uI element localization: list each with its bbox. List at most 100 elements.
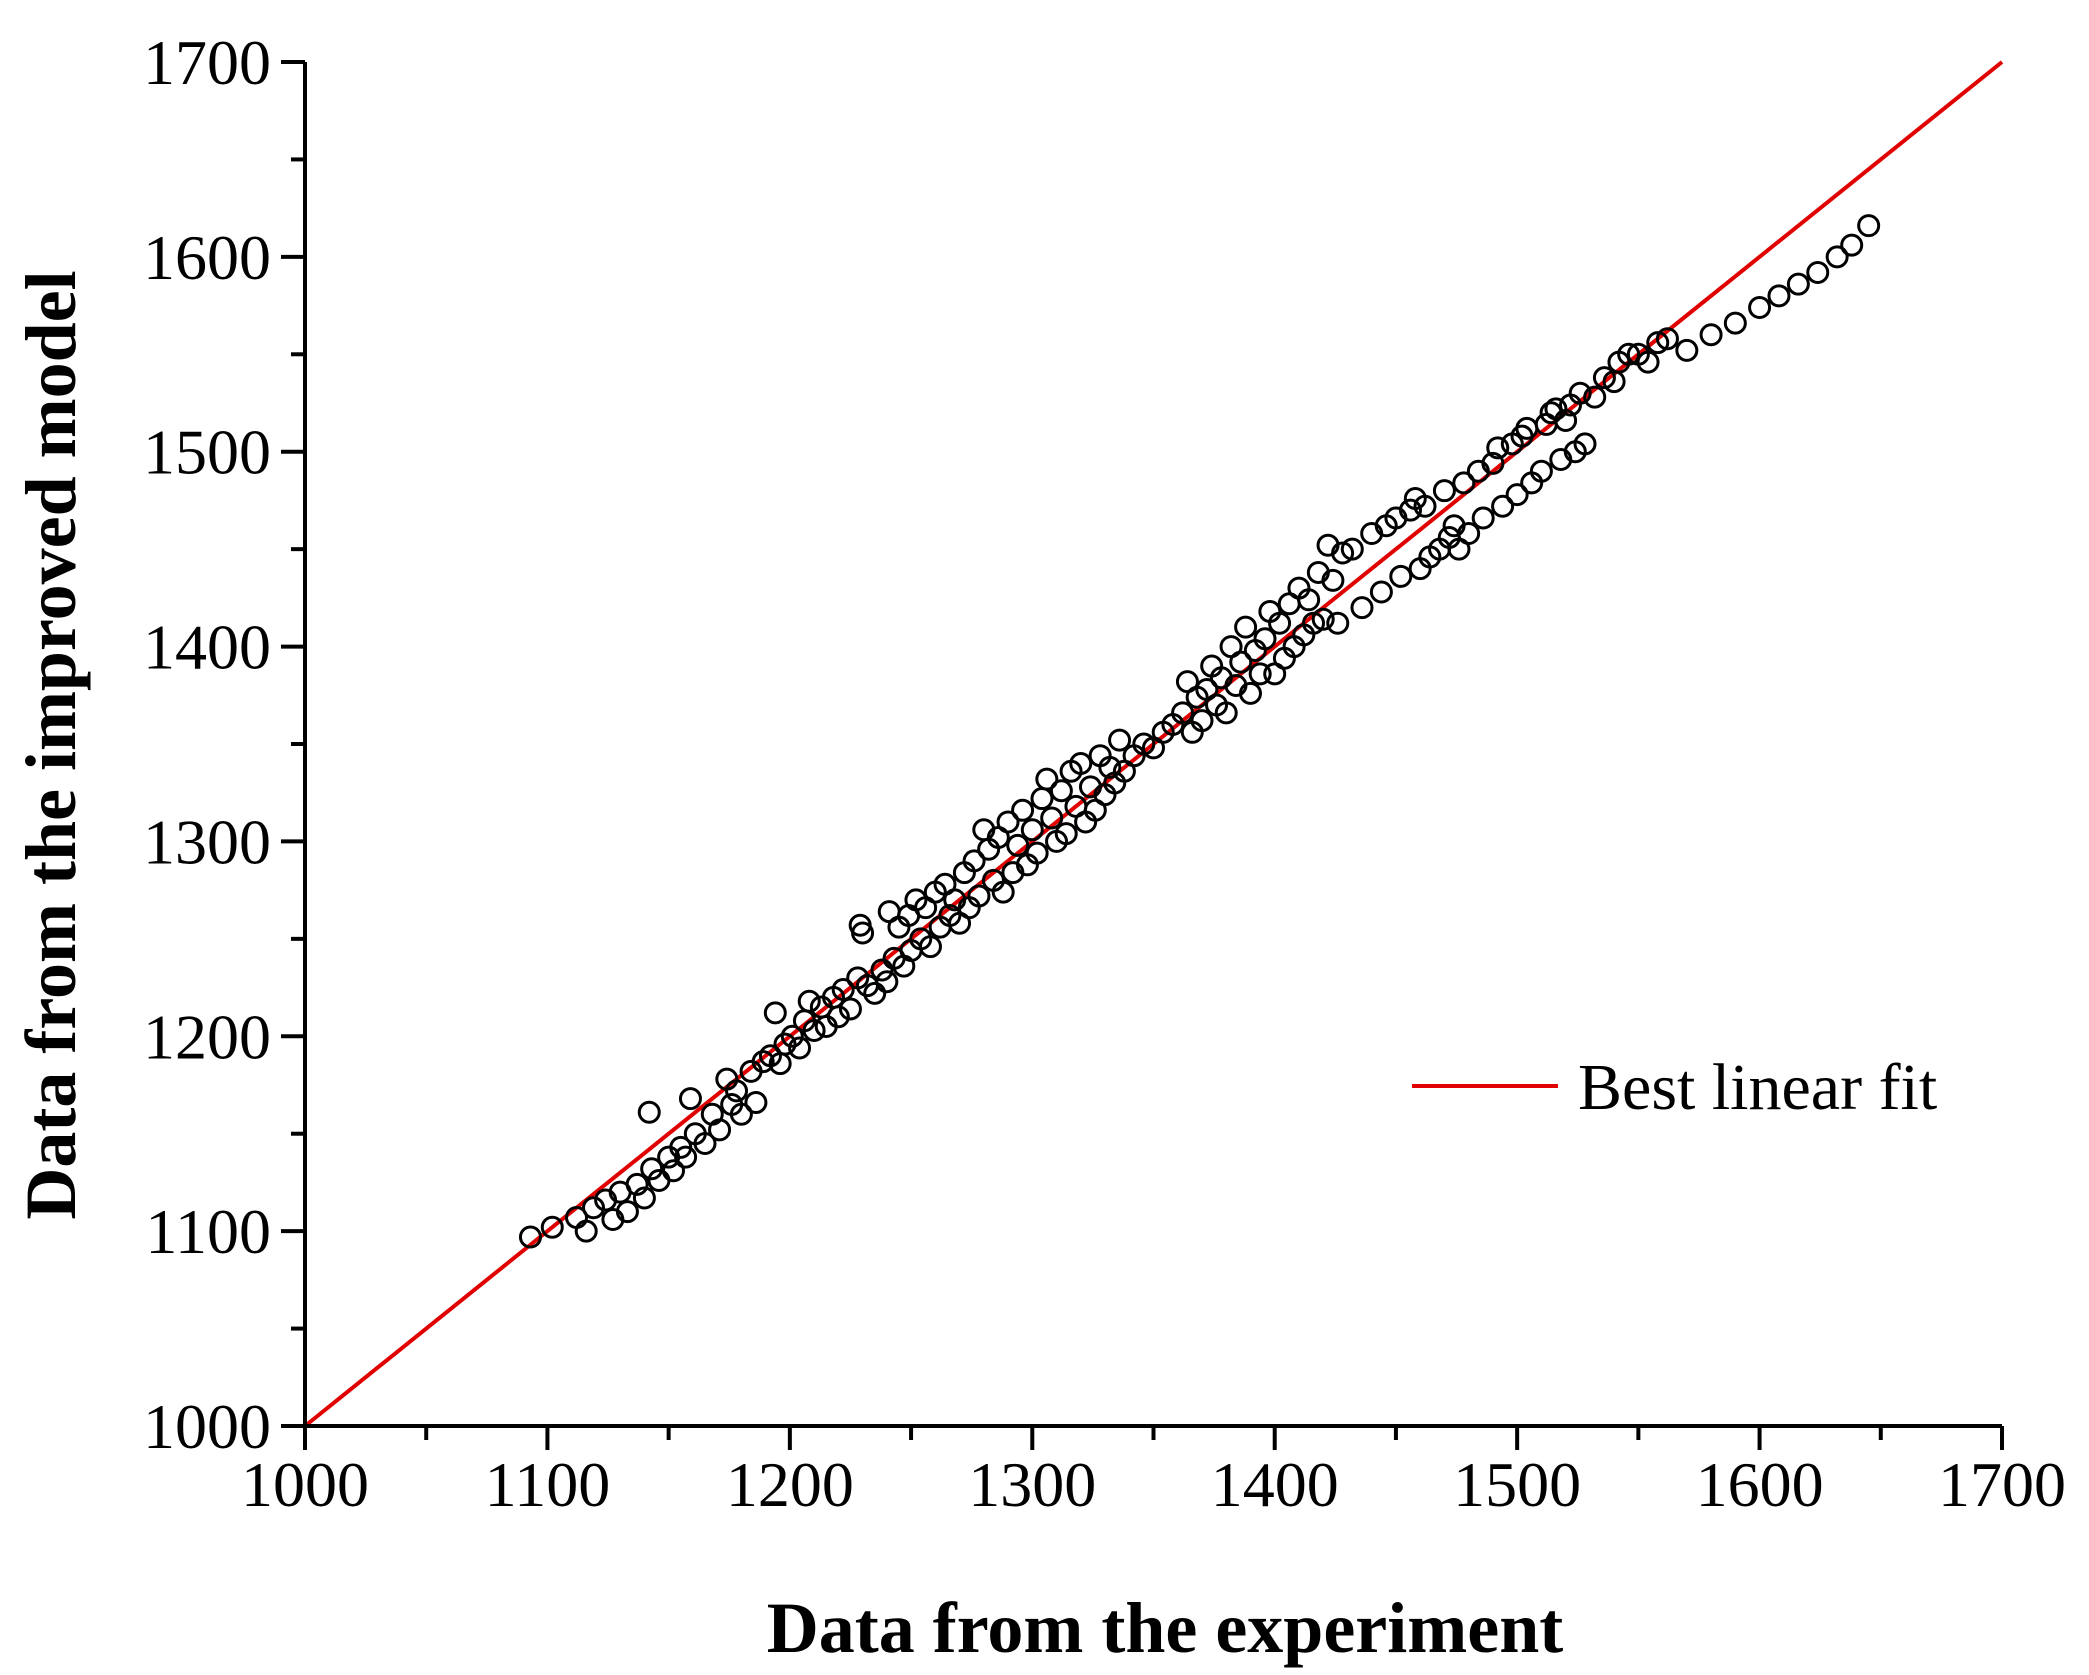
- data-point: [1098, 755, 1122, 779]
- data-point: [1398, 498, 1422, 522]
- y-tick-label: 1100: [145, 1196, 271, 1267]
- data-point: [788, 1036, 812, 1060]
- data-point: [518, 1225, 542, 1249]
- data-point: [1568, 381, 1592, 405]
- y-tick-label: 1000: [143, 1391, 271, 1462]
- data-point: [1452, 471, 1476, 495]
- x-tick-label: 1100: [485, 1449, 611, 1520]
- data-point: [802, 1018, 826, 1042]
- data-point: [1171, 701, 1195, 725]
- data-point: [1825, 245, 1849, 269]
- data-point: [1350, 596, 1374, 620]
- y-tick-label: 1400: [143, 612, 271, 683]
- data-point: [674, 1145, 698, 1169]
- data-point: [967, 884, 991, 908]
- data-point: [826, 1005, 850, 1029]
- data-point: [615, 1200, 639, 1224]
- data-point: [1268, 611, 1292, 635]
- data-point: [744, 1091, 768, 1115]
- data-point: [918, 935, 942, 959]
- data-point: [1389, 564, 1413, 588]
- data-point: [863, 981, 887, 1005]
- data-point: [637, 1100, 661, 1124]
- y-tick-label: 1500: [143, 417, 271, 488]
- x-tick-label: 1300: [968, 1449, 1096, 1520]
- data-point: [838, 997, 862, 1021]
- data-point: [1035, 767, 1059, 791]
- data-point: [1030, 787, 1054, 811]
- x-tick-label: 1400: [1211, 1449, 1339, 1520]
- data-point: [640, 1157, 664, 1181]
- x-tick-label: 1200: [726, 1449, 854, 1520]
- data-point: [1786, 272, 1810, 296]
- y-tick-label: 1300: [143, 806, 271, 877]
- data-point: [693, 1131, 717, 1155]
- data-point: [1297, 588, 1321, 612]
- data-point: [1229, 650, 1253, 674]
- data-point: [1457, 522, 1481, 546]
- data-point: [1069, 751, 1093, 775]
- data-point: [1655, 327, 1679, 351]
- data-point: [1583, 385, 1607, 409]
- data-point: [708, 1118, 732, 1142]
- x-tick-label: 1000: [241, 1449, 369, 1520]
- x-axis-title: Data from the experiment: [767, 1588, 1563, 1668]
- data-point: [1481, 451, 1505, 475]
- data-point: [725, 1079, 749, 1103]
- data-point: [797, 989, 821, 1013]
- legend: Best linear fit: [1412, 1051, 1937, 1124]
- data-point: [1675, 338, 1699, 362]
- data-point: [1040, 806, 1064, 830]
- data-point: [1617, 342, 1641, 366]
- data-point: [1025, 841, 1049, 865]
- data-point: [1253, 627, 1277, 651]
- axis-ticks: 1000 1100 1200 1300 1400 1500 1600 1700 1000 1100…: [143, 27, 2066, 1520]
- data-point: [1573, 432, 1597, 456]
- data-point: [996, 810, 1020, 834]
- y-tick-label: 1700: [143, 27, 271, 98]
- data-point: [1806, 260, 1830, 284]
- data-point: [1190, 709, 1214, 733]
- y-axis-title: Data from the improved model: [11, 270, 91, 1219]
- data-point: [1636, 350, 1660, 374]
- legend-label-best-linear-fit: Best linear fit: [1578, 1051, 1937, 1124]
- data-point: [1699, 323, 1723, 347]
- data-point: [1340, 537, 1364, 561]
- y-tick-label: 1600: [143, 222, 271, 293]
- data-point: [574, 1219, 598, 1243]
- data-point: [1054, 822, 1078, 846]
- x-tick-label: 1500: [1453, 1449, 1581, 1520]
- data-point: [625, 1172, 649, 1196]
- data-point: [1234, 615, 1258, 639]
- data-point: [1311, 607, 1335, 631]
- plot-area: 1000 1100 1200 1300 1400 1500 1600 1700 1000 1100…: [143, 27, 2066, 1520]
- y-tick-label: 1200: [143, 1001, 271, 1072]
- data-point: [1238, 681, 1262, 705]
- data-point: [1020, 818, 1044, 842]
- data-point: [1321, 568, 1345, 592]
- data-point: [1486, 436, 1510, 460]
- data-point: [851, 921, 875, 945]
- data-point: [678, 1087, 702, 1111]
- data-point: [1554, 409, 1578, 433]
- data-point: [1471, 506, 1495, 530]
- data-point: [1723, 311, 1747, 335]
- data-point: [1214, 701, 1238, 725]
- data-point: [1006, 833, 1030, 857]
- data-point: [1108, 728, 1132, 752]
- data-point: [751, 1050, 775, 1074]
- x-tick-label: 1600: [1696, 1449, 1824, 1520]
- data-point: [1767, 284, 1791, 308]
- data-point: [1491, 494, 1515, 518]
- data-point: [1505, 483, 1529, 507]
- data-point: [1840, 233, 1864, 257]
- data-point: [870, 958, 894, 982]
- x-tick-label: 1700: [1938, 1449, 2066, 1520]
- data-point: [661, 1159, 685, 1183]
- data-points: [518, 214, 1881, 1249]
- data-point: [1748, 296, 1772, 320]
- data-point: [1413, 494, 1437, 518]
- data-point: [1529, 459, 1553, 483]
- data-point: [1369, 580, 1393, 604]
